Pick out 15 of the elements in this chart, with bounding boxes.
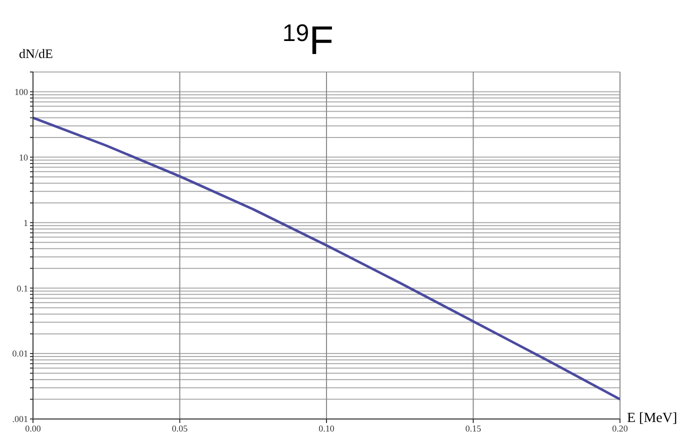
y-axis-title: dN/dE <box>19 46 54 61</box>
y-tick-label: 10 <box>19 152 28 162</box>
x-tick-label: 0.05 <box>172 423 188 434</box>
x-tick-label: 0.20 <box>612 423 628 434</box>
x-tick-label: 0.10 <box>318 423 335 434</box>
line-series <box>33 116 620 401</box>
y-tick-label: 1 <box>24 218 28 228</box>
x-axis-title: E [MeV] <box>627 411 678 426</box>
x-tick-label: 0.00 <box>25 423 42 434</box>
y-tick-label: 0.01 <box>12 348 28 359</box>
y-tick-label: 0.1 <box>16 283 28 294</box>
chart-title: $^{19}$F <box>282 19 334 63</box>
y-tick-label: 100 <box>14 86 28 97</box>
y-tick-label: .001 <box>12 414 28 424</box>
x-tick-label: 0.15 <box>465 423 482 434</box>
